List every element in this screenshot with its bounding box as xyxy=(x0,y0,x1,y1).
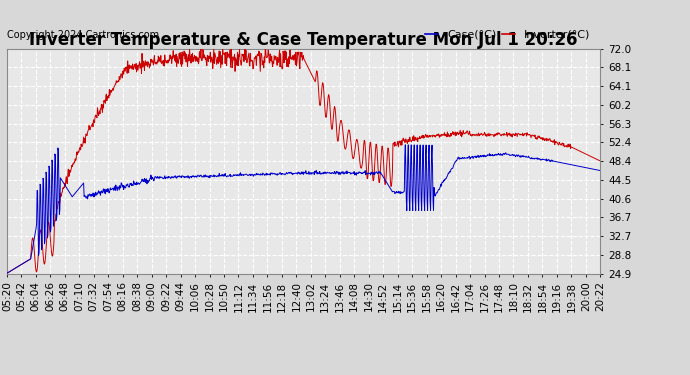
Text: Copyright 2024 Cartronics.com: Copyright 2024 Cartronics.com xyxy=(7,30,159,40)
Legend: Case(°C), Inverter(°C): Case(°C), Inverter(°C) xyxy=(420,25,595,44)
Title: Inverter Temperature & Case Temperature Mon Jul 1 20:26: Inverter Temperature & Case Temperature … xyxy=(30,31,578,49)
